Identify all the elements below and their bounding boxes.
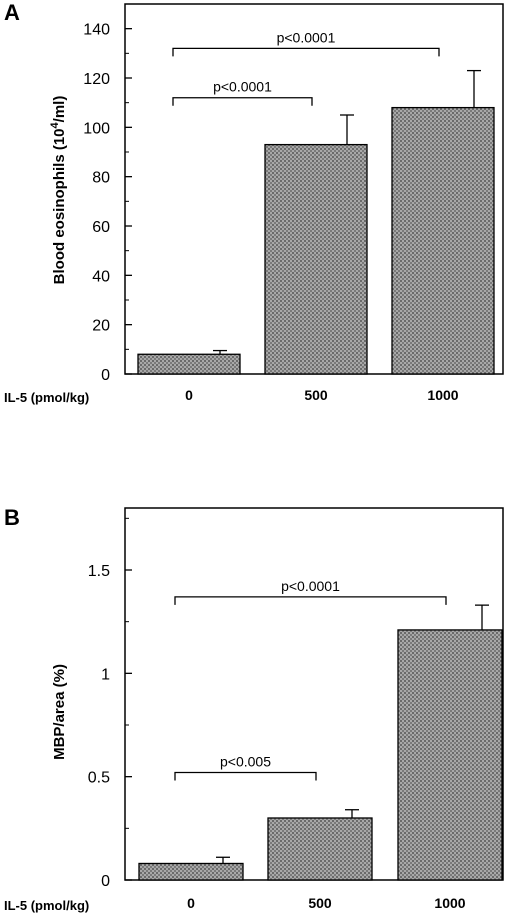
- p-value-label: p<0.005: [220, 754, 271, 770]
- y-tick-label: 0: [101, 873, 110, 890]
- bar: [391, 106, 495, 375]
- y-tick-label: 140: [83, 22, 110, 39]
- bar: [264, 143, 368, 375]
- x-tick-label: 0: [187, 895, 195, 911]
- y-tick-label: 1: [101, 666, 110, 683]
- significance-bracket: [172, 97, 313, 106]
- bar: [397, 629, 503, 881]
- y-tick-label: 0: [101, 367, 110, 384]
- x-axis-label-a: IL-5 (pmol/kg): [4, 390, 89, 405]
- significance-bracket: [174, 596, 447, 605]
- x-axis-label-b: IL-5 (pmol/kg): [4, 898, 89, 913]
- y-axis-label-a: Blood eosinophils (104/ml): [49, 96, 68, 285]
- panel-a: A 0 20 40 60 80 100 120 140 p<0.0001 p<0.0001 Bl…: [4, 0, 504, 405]
- y-tick-label: 20: [92, 318, 110, 335]
- p-value-label: p<0.0001: [277, 29, 336, 45]
- y-tick-label: 100: [83, 120, 110, 137]
- bar: [138, 862, 244, 881]
- y-axis-a: 0 20 40 60 80 100 120 140: [83, 22, 132, 384]
- x-tick-label: 1000: [434, 895, 465, 911]
- x-tick-label: 500: [308, 895, 332, 911]
- significance-brackets-a: p<0.0001 p<0.0001: [172, 29, 440, 106]
- panel-letter-a: A: [4, 0, 20, 25]
- p-value-label: p<0.0001: [213, 79, 272, 95]
- panel-letter-b: B: [4, 505, 20, 530]
- x-tick-label: 1000: [427, 387, 458, 403]
- bar: [267, 817, 373, 881]
- p-value-label: p<0.0001: [281, 578, 340, 594]
- bars-b: [138, 604, 503, 881]
- y-axis-label-b: MBP/area (%): [51, 664, 68, 760]
- x-tick-label: 500: [304, 387, 328, 403]
- y-axis-b: 0 0.5 1 1.5: [88, 517, 132, 890]
- y-tick-label: 1.5: [88, 563, 110, 580]
- significance-bracket: [174, 771, 317, 781]
- y-tick-label: 40: [92, 268, 110, 285]
- bars-a: [137, 69, 495, 375]
- category-labels-a: 0 500 1000: [185, 387, 459, 403]
- y-tick-label: 0.5: [88, 770, 110, 787]
- category-labels-b: 0 500 1000: [187, 895, 466, 911]
- bar: [137, 353, 241, 375]
- y-tick-label: 60: [92, 219, 110, 236]
- y-tick-label: 120: [83, 71, 110, 88]
- significance-brackets-b: p<0.005 p<0.0001: [174, 578, 447, 781]
- x-tick-label: 0: [185, 387, 193, 403]
- significance-bracket: [172, 47, 440, 57]
- y-tick-label: 80: [92, 170, 110, 187]
